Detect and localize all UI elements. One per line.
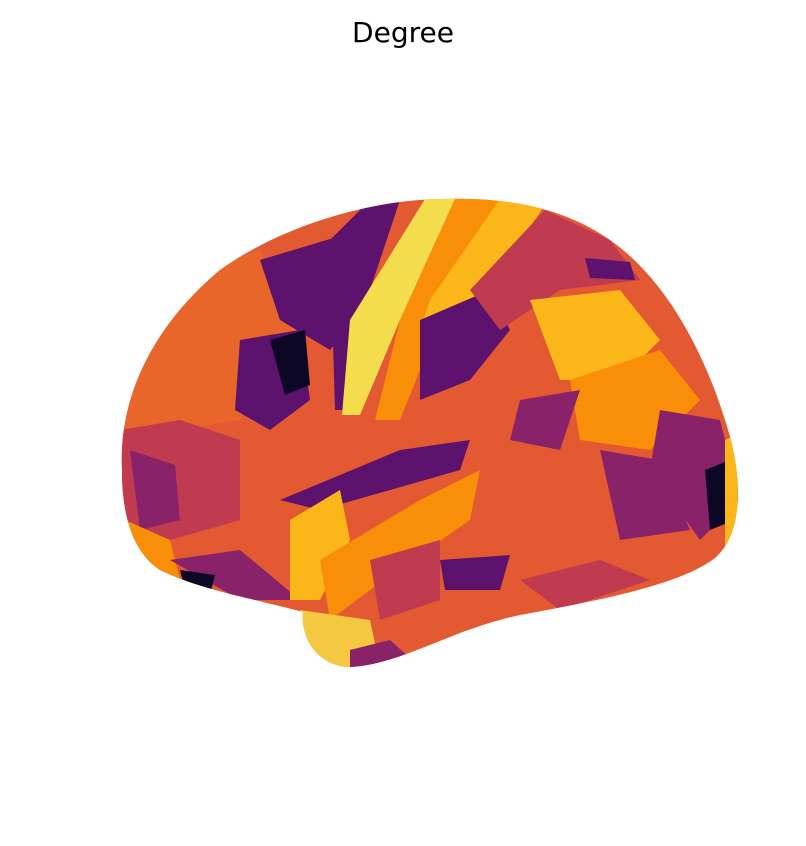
patch: [342, 199, 455, 415]
patch: [280, 440, 470, 510]
patch: [600, 450, 690, 540]
brain-surface: [121, 198, 738, 667]
patch: [420, 199, 545, 330]
patch: [320, 470, 480, 620]
patch: [440, 555, 510, 590]
title: Degree: [352, 16, 454, 49]
patch: [290, 490, 350, 600]
patch: [370, 540, 440, 620]
patch: [520, 560, 650, 610]
patch: [130, 450, 180, 530]
patch: [725, 430, 738, 560]
patch: [420, 290, 510, 400]
patch: [510, 390, 580, 450]
patch: [530, 290, 660, 380]
patch: [585, 258, 635, 280]
patch: [470, 210, 640, 330]
patch: [270, 330, 310, 395]
patch: [170, 550, 300, 600]
